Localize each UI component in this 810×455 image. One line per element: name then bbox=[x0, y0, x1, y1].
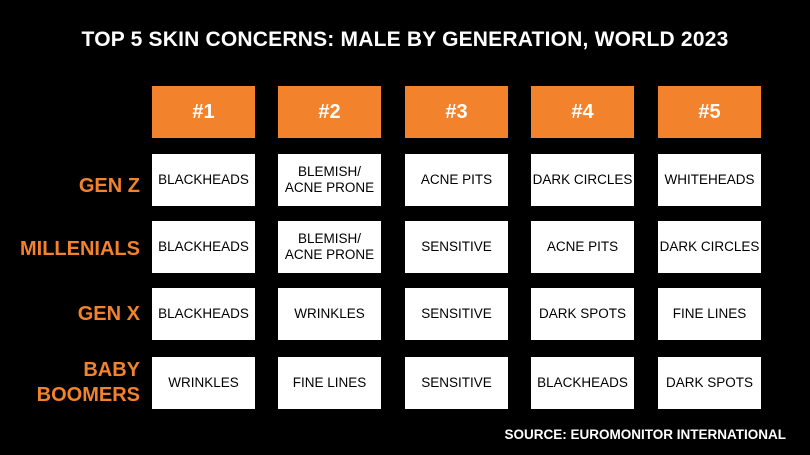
rank-header-5: #5 bbox=[658, 86, 761, 138]
rank-header-2: #2 bbox=[278, 86, 381, 138]
table-cell: WRINKLES bbox=[152, 357, 255, 409]
rank-header-1: #1 bbox=[152, 86, 255, 138]
table-cell: BLEMISH/ ACNE PRONE bbox=[278, 154, 381, 206]
table-cell: DARK CIRCLES bbox=[658, 221, 761, 273]
table-cell: BLEMISH/ ACNE PRONE bbox=[278, 221, 381, 273]
table-cell: SENSITIVE bbox=[405, 357, 508, 409]
table-cell: WHITEHEADS bbox=[658, 154, 761, 206]
rank-header-3: #3 bbox=[405, 86, 508, 138]
table-cell: SENSITIVE bbox=[405, 288, 508, 340]
table-cell: FINE LINES bbox=[658, 288, 761, 340]
source-note: SOURCE: EUROMONITOR INTERNATIONAL bbox=[504, 427, 787, 442]
table-cell: DARK SPOTS bbox=[531, 288, 634, 340]
table-cell: ACNE PITS bbox=[405, 154, 508, 206]
table-cell: BLACKHEADS bbox=[152, 221, 255, 273]
table-cell: BLACKHEADS bbox=[531, 357, 634, 409]
row-label-millenials: MILLENIALS bbox=[20, 238, 140, 260]
table-cell: DARK SPOTS bbox=[658, 357, 761, 409]
table-cell: BLACKHEADS bbox=[152, 288, 255, 340]
rank-header-4: #4 bbox=[531, 86, 634, 138]
table-cell: DARK CIRCLES bbox=[531, 154, 634, 206]
table-cell: SENSITIVE bbox=[405, 221, 508, 273]
table-cell: ACNE PITS bbox=[531, 221, 634, 273]
row-label-gen-x: GEN X bbox=[77, 303, 140, 325]
table-cell: BLACKHEADS bbox=[152, 154, 255, 206]
table-cell: FINE LINES bbox=[278, 357, 381, 409]
row-label-baby-boomers: BABY BOOMERS bbox=[36, 359, 140, 406]
row-label-gen-z: GEN Z bbox=[78, 175, 140, 197]
table-cell: WRINKLES bbox=[278, 288, 381, 340]
chart-title: TOP 5 SKIN CONCERNS: MALE BY GENERATION,… bbox=[81, 28, 729, 51]
